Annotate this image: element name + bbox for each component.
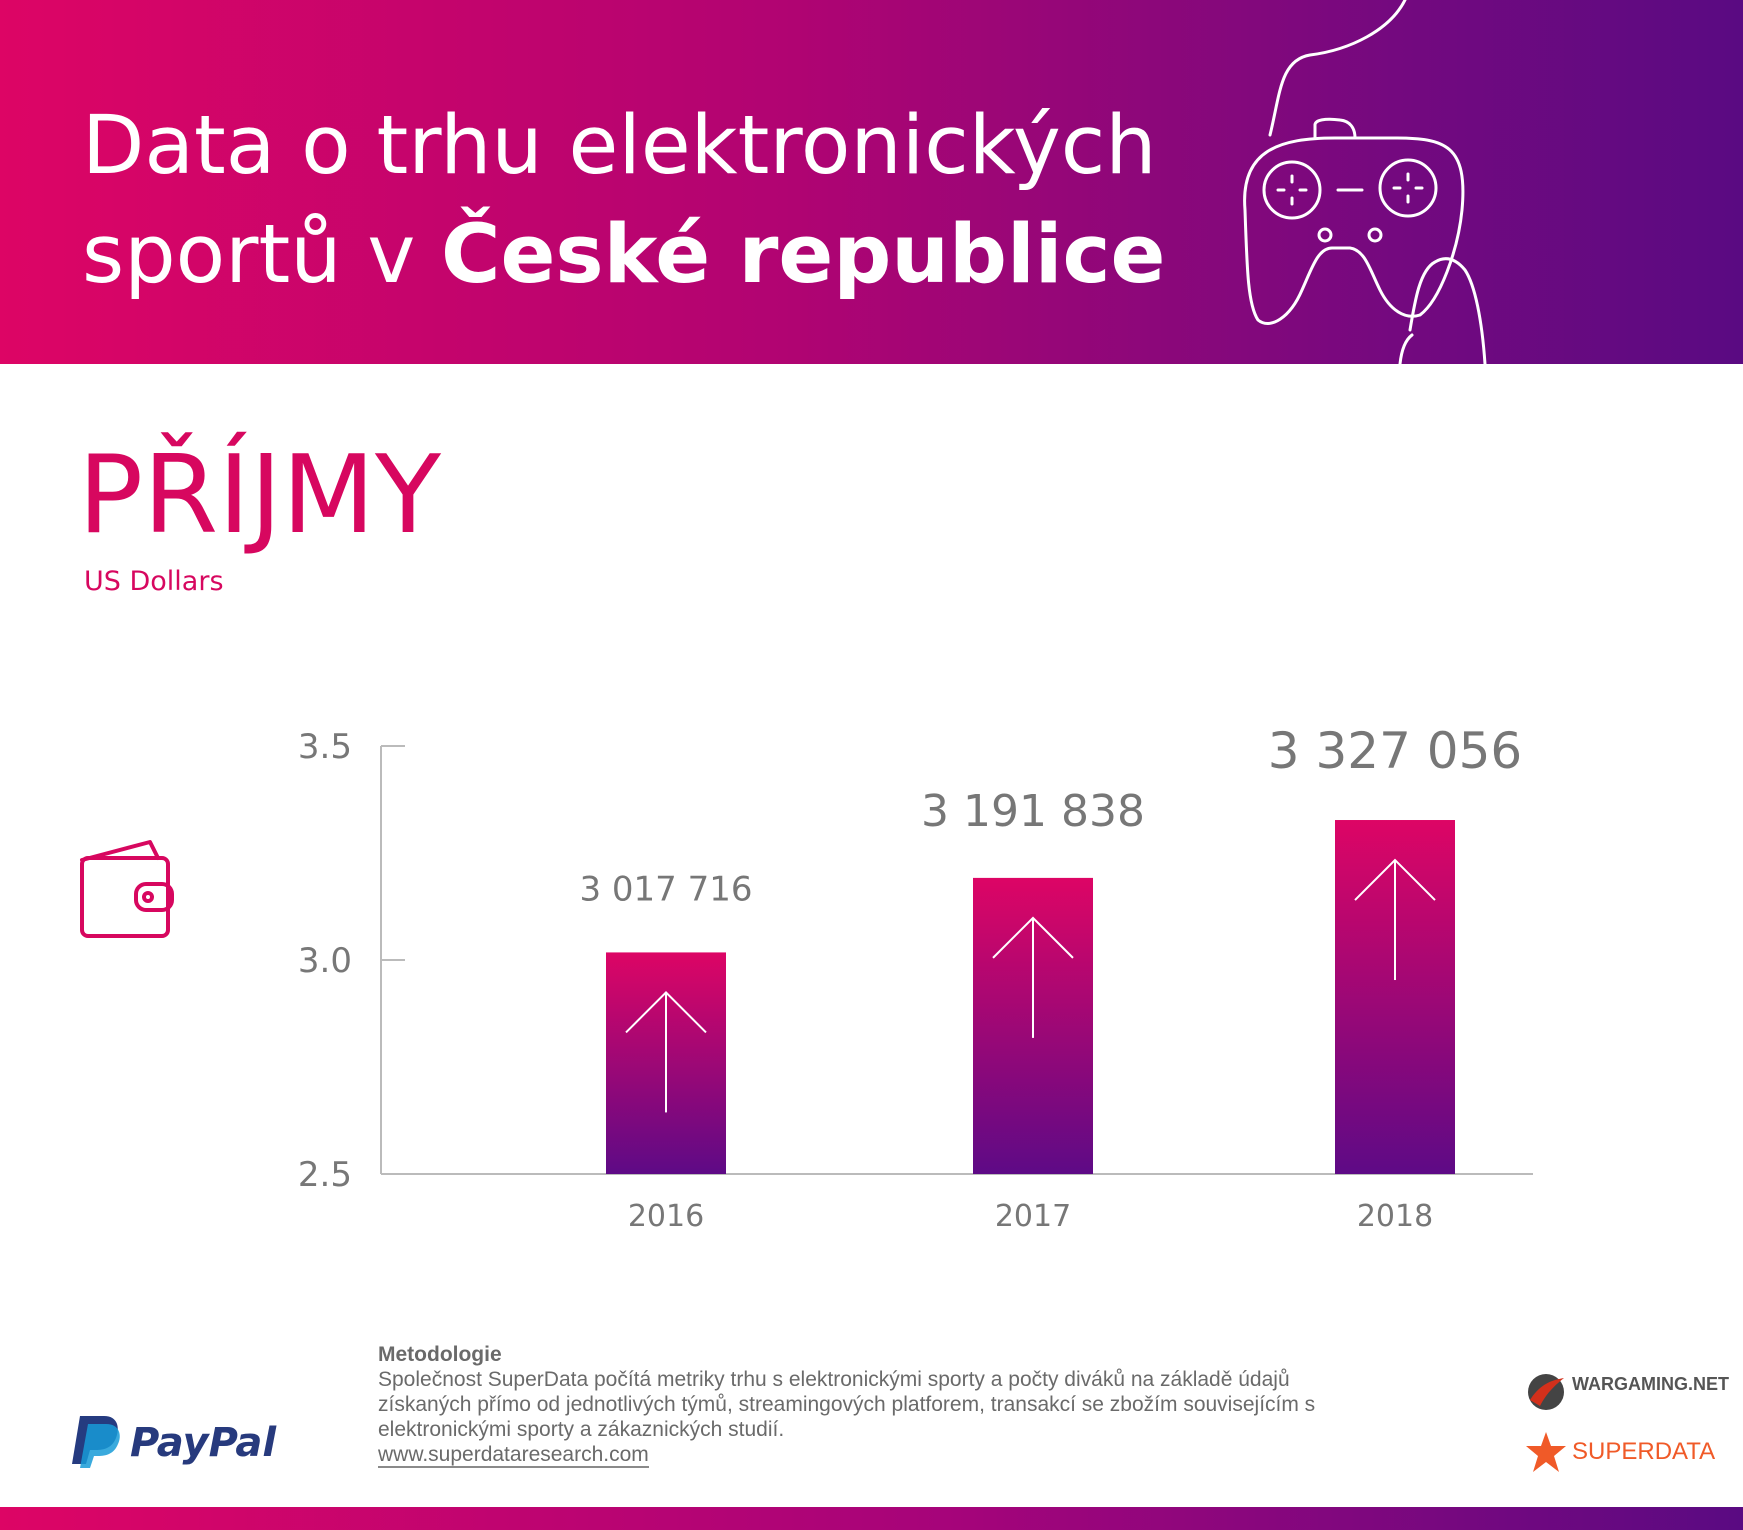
value-label: 3 191 838: [921, 786, 1145, 837]
x-tick-label: 2016: [628, 1199, 704, 1234]
up-arrow-icon: [625, 991, 707, 1113]
paypal-logo-icon: [72, 1416, 120, 1468]
value-label: 3 017 716: [579, 869, 752, 909]
y-tick-label: 2.5: [298, 1155, 352, 1195]
page-title: Data o trhu elektronických sportů v Česk…: [82, 92, 1165, 310]
title-line-1: Data o trhu elektronických: [82, 99, 1157, 193]
up-arrow-icon: [1354, 858, 1436, 981]
methodology-note: Metodologie Společnost SuperData počítá …: [378, 1342, 1378, 1468]
y-tick-label: 3.0: [298, 941, 352, 981]
footer-bar: [0, 1507, 1743, 1530]
header-banner: Data o trhu elektronických sportů v Česk…: [0, 0, 1743, 364]
wargaming-logo-icon: [1528, 1374, 1564, 1410]
y-tick-label: 3.5: [298, 727, 352, 767]
paypal-wordmark: PayPal: [130, 1420, 277, 1466]
title-line-2-regular: sportů v: [82, 208, 442, 302]
x-tick-label: 2017: [995, 1199, 1071, 1234]
section-title: PŘÍJMY: [78, 433, 442, 558]
methodology-text: Společnost SuperData počítá metriky trhu…: [378, 1368, 1316, 1441]
source-link[interactable]: www.superdataresearch.com: [378, 1443, 649, 1468]
unit-label: US Dollars: [84, 566, 224, 597]
title-line-2-bold: České republice: [441, 208, 1166, 302]
up-arrow-icon: [992, 916, 1074, 1038]
x-tick-label: 2018: [1357, 1199, 1433, 1234]
superdata-wordmark: SUPERDATA: [1572, 1438, 1716, 1465]
revenue-bar-chart: 3.5 3.0 2.5 2016 2017 2018 3 017 716 3 191 83…: [298, 722, 1533, 1234]
value-label: 3 327 056: [1268, 722, 1522, 780]
wargaming-wordmark: WARGAMING.NET: [1572, 1374, 1729, 1394]
methodology-heading: Metodologie: [378, 1343, 502, 1366]
superdata-star-icon: [1526, 1432, 1566, 1472]
wallet-icon: [80, 840, 174, 938]
gamepad-icon: [1243, 0, 1487, 364]
